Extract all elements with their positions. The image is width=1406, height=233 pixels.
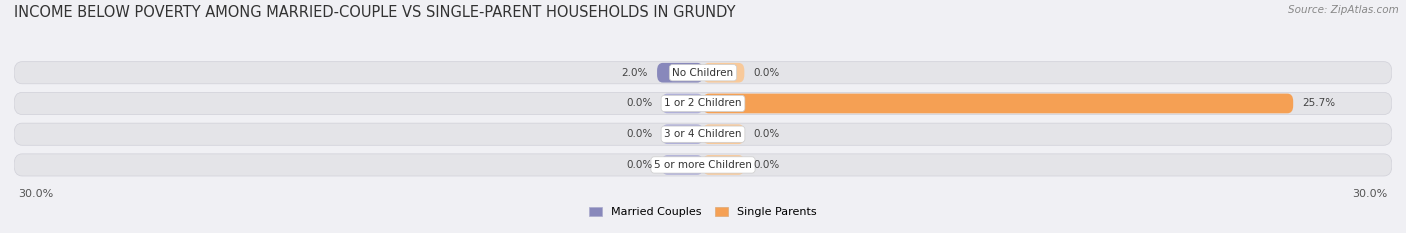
FancyBboxPatch shape bbox=[662, 94, 703, 113]
Text: 1 or 2 Children: 1 or 2 Children bbox=[664, 99, 742, 109]
FancyBboxPatch shape bbox=[662, 155, 703, 175]
Text: 3 or 4 Children: 3 or 4 Children bbox=[664, 129, 742, 139]
FancyBboxPatch shape bbox=[14, 123, 1392, 145]
FancyBboxPatch shape bbox=[14, 62, 1392, 84]
Text: 0.0%: 0.0% bbox=[626, 99, 652, 109]
Text: 0.0%: 0.0% bbox=[754, 160, 780, 170]
Text: INCOME BELOW POVERTY AMONG MARRIED-COUPLE VS SINGLE-PARENT HOUSEHOLDS IN GRUNDY: INCOME BELOW POVERTY AMONG MARRIED-COUPL… bbox=[14, 5, 735, 20]
Text: 30.0%: 30.0% bbox=[1353, 189, 1388, 199]
Text: 30.0%: 30.0% bbox=[18, 189, 53, 199]
Text: 5 or more Children: 5 or more Children bbox=[654, 160, 752, 170]
FancyBboxPatch shape bbox=[657, 63, 703, 82]
FancyBboxPatch shape bbox=[662, 124, 703, 144]
Text: 0.0%: 0.0% bbox=[626, 129, 652, 139]
Text: 0.0%: 0.0% bbox=[626, 160, 652, 170]
Text: 25.7%: 25.7% bbox=[1302, 99, 1336, 109]
FancyBboxPatch shape bbox=[14, 93, 1392, 115]
Text: 0.0%: 0.0% bbox=[754, 68, 780, 78]
Text: No Children: No Children bbox=[672, 68, 734, 78]
FancyBboxPatch shape bbox=[703, 94, 1294, 113]
FancyBboxPatch shape bbox=[703, 155, 744, 175]
Text: 0.0%: 0.0% bbox=[754, 129, 780, 139]
FancyBboxPatch shape bbox=[703, 63, 744, 82]
Legend: Married Couples, Single Parents: Married Couples, Single Parents bbox=[589, 207, 817, 217]
FancyBboxPatch shape bbox=[14, 154, 1392, 176]
FancyBboxPatch shape bbox=[703, 124, 744, 144]
Text: 2.0%: 2.0% bbox=[621, 68, 648, 78]
Text: Source: ZipAtlas.com: Source: ZipAtlas.com bbox=[1288, 5, 1399, 15]
